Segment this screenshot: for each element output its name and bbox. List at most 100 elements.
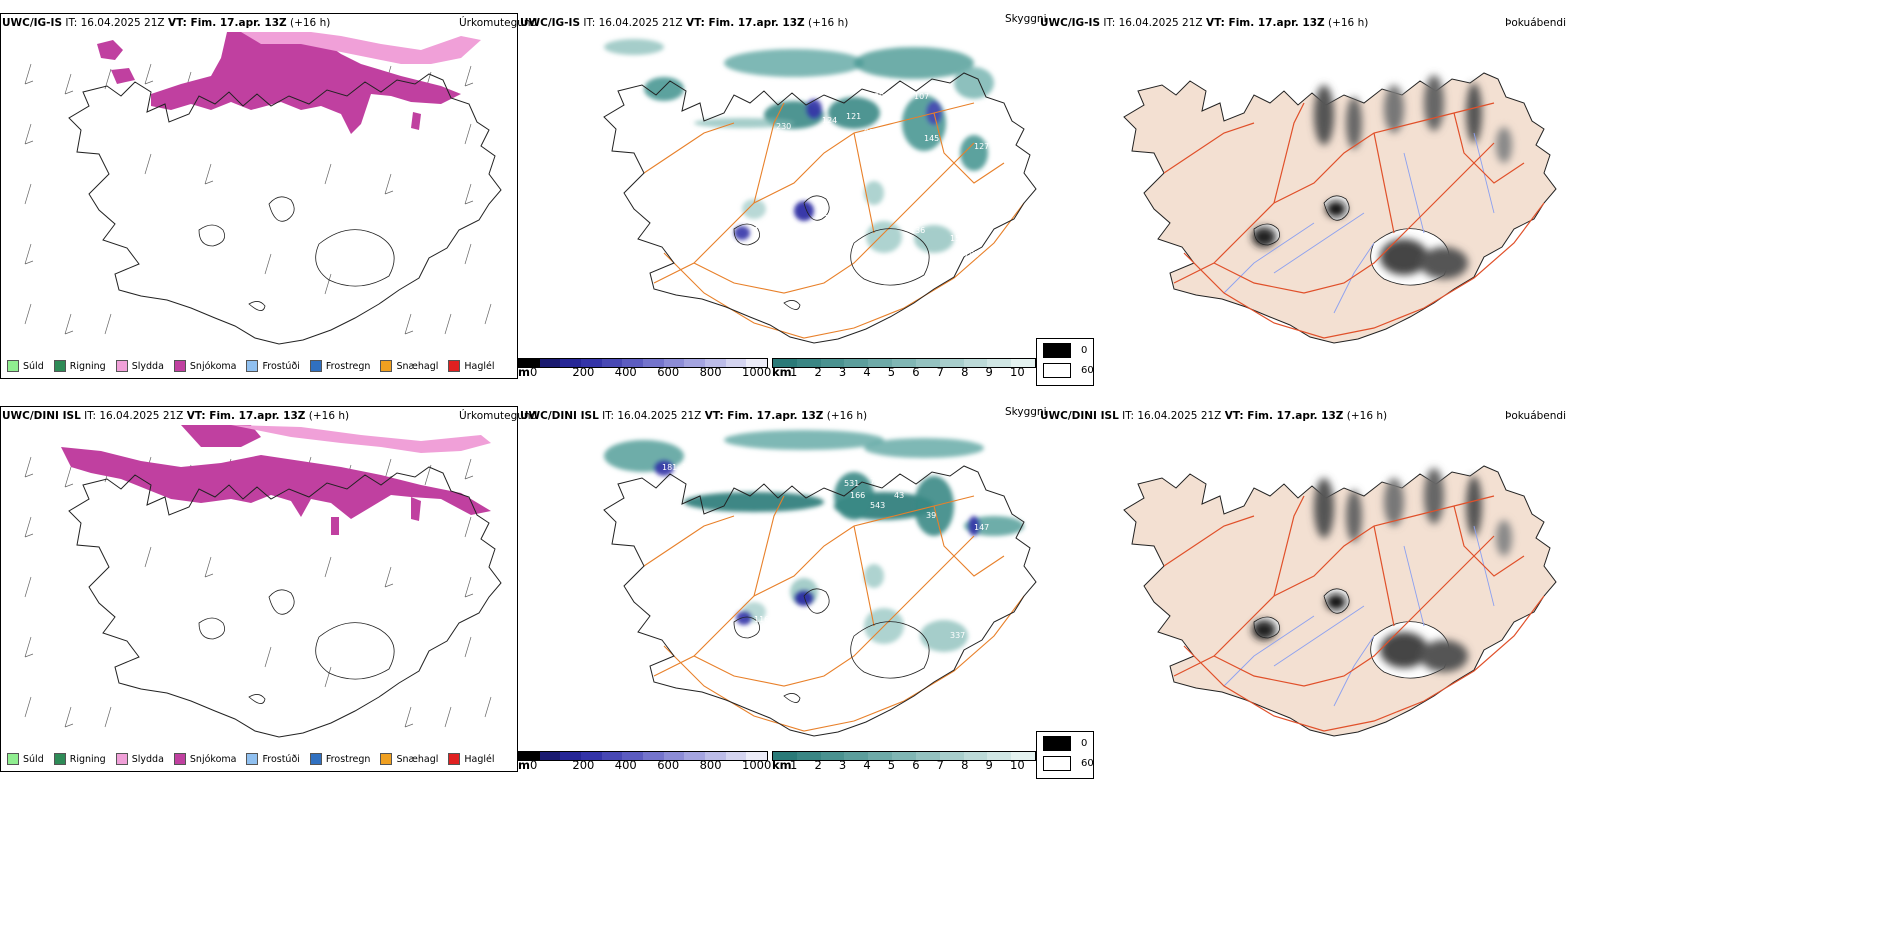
legend-swatch (246, 360, 259, 372)
bar-tick-label: 600 (657, 365, 680, 379)
legend-label: Súld (23, 360, 44, 372)
vis-unit: km (772, 758, 792, 772)
bar-tick-label: 5 (887, 758, 896, 772)
height-label: 166 (850, 491, 865, 500)
bar-segment (939, 359, 964, 367)
bar-segment (746, 359, 768, 367)
legend-swatch (448, 360, 461, 372)
precip-legend-item: Slydda (115, 753, 164, 765)
height-labels-dini: 181 158 238 531 166 73 543 43 39 147 241 116 164 16 33… (662, 463, 989, 640)
legend-swatch (246, 753, 259, 765)
lead-time: (+16 h) (289, 17, 331, 29)
height-label: 136 (910, 226, 925, 235)
legend-label: Snæhagl (396, 753, 439, 765)
lead-time: (+16 h) (826, 410, 868, 422)
height-label: 144 (824, 214, 839, 223)
height-unit: m (518, 365, 530, 379)
cloud-panel-dini: 181 158 238 531 166 73 543 43 39 147 241 116 164 16 33… (518, 406, 1038, 772)
legend-label: Snæhagl (396, 360, 439, 372)
lead-time: (+16 h) (1327, 17, 1369, 29)
height-label: 337 (950, 631, 965, 640)
height-label: 181 (662, 463, 677, 472)
bar-segment (663, 752, 685, 760)
bar-segment (987, 359, 1012, 367)
height-label: 158 (682, 463, 697, 472)
legend-swatch (380, 360, 393, 372)
legend-label: Rigning (69, 360, 106, 372)
bar-segment (581, 359, 602, 367)
bar-tick-label: 1000 (742, 758, 772, 772)
height-label: 230 (776, 122, 791, 131)
legend-label: Haglél (464, 753, 495, 765)
bar-segment (663, 359, 685, 367)
precip-legend: Súld Rigning Slydda Snjókoma Frostúði Frostre… (7, 360, 495, 372)
precip-legend-item: Slydda (115, 360, 164, 372)
height-bar-dini (518, 751, 768, 761)
valid-time: VT: Fim. 17.apr. 13Z (704, 410, 824, 422)
model-name: UWC/IG-IS (2, 17, 63, 29)
height-label: 185 (964, 250, 979, 259)
precip-legend-item: Súld (7, 753, 44, 765)
precip-map-ig (24, 32, 518, 379)
height-label: 205 (894, 186, 909, 195)
precip-panel-ig: Súld Rigning Slydda Snjókoma Frostúði Frostre… (0, 13, 518, 379)
legend-label: Frostregn (325, 360, 371, 372)
bar-segment (1011, 359, 1035, 367)
bar-tick-label: 4 (863, 758, 871, 772)
height-ticks-ig: 0 200 400 600 800 1000 (530, 365, 771, 379)
vis-bar-dini (772, 751, 1036, 761)
vis-unit: km (772, 365, 792, 379)
legend-swatch (173, 753, 186, 765)
precip-legend-item: Snjókoma (173, 753, 237, 765)
legend-label: Frostúði (262, 360, 300, 372)
bar-segment (581, 752, 602, 760)
precip-legend-item: Frostregn (309, 753, 370, 765)
fog-panel-dini (1038, 406, 1558, 772)
height-label: 238 (804, 481, 819, 490)
legend-label: Rigning (69, 753, 106, 765)
height-ticks-dini: 0 200 400 600 800 1000 (530, 758, 771, 772)
bar-tick-label: 800 (699, 365, 722, 379)
bar-tick-label: 10 (1010, 365, 1025, 379)
fog-legend-ig: 0 60 (1036, 338, 1094, 386)
legend-label: Snjókoma (189, 753, 237, 765)
precip-legend-item: Snæhagl (380, 753, 438, 765)
fog-panel-ig (1038, 13, 1558, 379)
bar-segment (560, 752, 582, 760)
cloud-title-ig: Skyggni (1005, 13, 1047, 25)
bar-tick-label: 1 (790, 365, 798, 379)
legend-swatch (115, 753, 128, 765)
model-name: UWC/IG-IS (520, 17, 581, 29)
height-label: 116 (754, 615, 769, 624)
model-name: UWC/DINI ISL (2, 410, 81, 422)
model-name: UWC/DINI ISL (520, 410, 599, 422)
bar-segment (519, 359, 540, 367)
bar-segment (519, 752, 540, 760)
valid-time: VT: Fim. 17.apr. 13Z (167, 17, 287, 29)
fog-legend-dini: 0 60 (1036, 731, 1094, 779)
bar-segment (601, 752, 623, 760)
precip-title-ig: Úrkomutegund (459, 17, 538, 29)
precip-legend-item: Súld (7, 360, 44, 372)
height-label: 131 (904, 615, 919, 624)
bar-tick-label: 6 (912, 758, 920, 772)
height-unit: m (518, 758, 530, 772)
init-time: IT: 16.04.2025 21Z (602, 410, 702, 422)
fog-title-ig: Þokuábendi (1505, 17, 1566, 29)
legend-swatch (173, 360, 186, 372)
bar-segment (844, 752, 869, 760)
bar-segment (796, 359, 821, 367)
fog-header-dini: UWC/DINI ISL IT: 16.04.2025 21Z VT: Fim.… (1040, 410, 1387, 422)
bar-tick-label: 2 (814, 365, 822, 379)
bar-tick-label: 10 (1010, 758, 1025, 772)
height-label: 16 (824, 597, 834, 606)
bar-segment (868, 359, 893, 367)
bar-segment (684, 752, 706, 760)
fog-legend-light: 60 (1081, 365, 1094, 376)
bar-tick-label: 7 (936, 365, 944, 379)
height-label: 296 (874, 92, 889, 101)
bar-segment (915, 752, 940, 760)
height-label: 107 (914, 92, 929, 101)
